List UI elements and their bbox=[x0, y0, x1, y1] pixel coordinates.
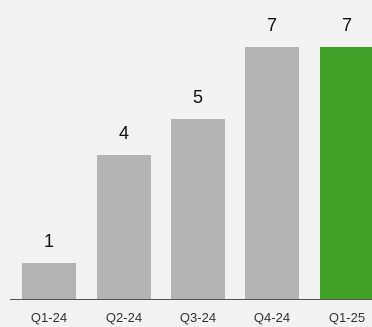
bar-Q2-24 bbox=[97, 155, 151, 299]
data-label-Q3-24: 5 bbox=[193, 87, 203, 107]
bar-Q4-24 bbox=[245, 47, 299, 299]
x-tick-Q2-24: Q2-24 bbox=[106, 310, 142, 325]
data-label-Q4-24: 7 bbox=[267, 15, 277, 35]
data-label-Q2-24: 4 bbox=[119, 123, 129, 143]
data-label-Q1-25: 7 bbox=[342, 15, 352, 35]
x-tick-Q3-24: Q3-24 bbox=[180, 310, 216, 325]
x-tick-Q1-25: Q1-25 bbox=[329, 310, 365, 325]
data-labels-group: 1 4 5 7 7 bbox=[44, 15, 352, 251]
x-tick-Q4-24: Q4-24 bbox=[254, 310, 290, 325]
bar-Q3-24 bbox=[171, 119, 225, 299]
bar-Q1-25 bbox=[320, 47, 372, 299]
x-tick-labels-group: Q1-24 Q2-24 Q3-24 Q4-24 Q1-25 bbox=[31, 310, 365, 325]
bars-group bbox=[22, 47, 372, 299]
x-tick-Q1-24: Q1-24 bbox=[31, 310, 67, 325]
bar-Q1-24 bbox=[22, 263, 76, 299]
data-label-Q1-24: 1 bbox=[44, 231, 54, 251]
